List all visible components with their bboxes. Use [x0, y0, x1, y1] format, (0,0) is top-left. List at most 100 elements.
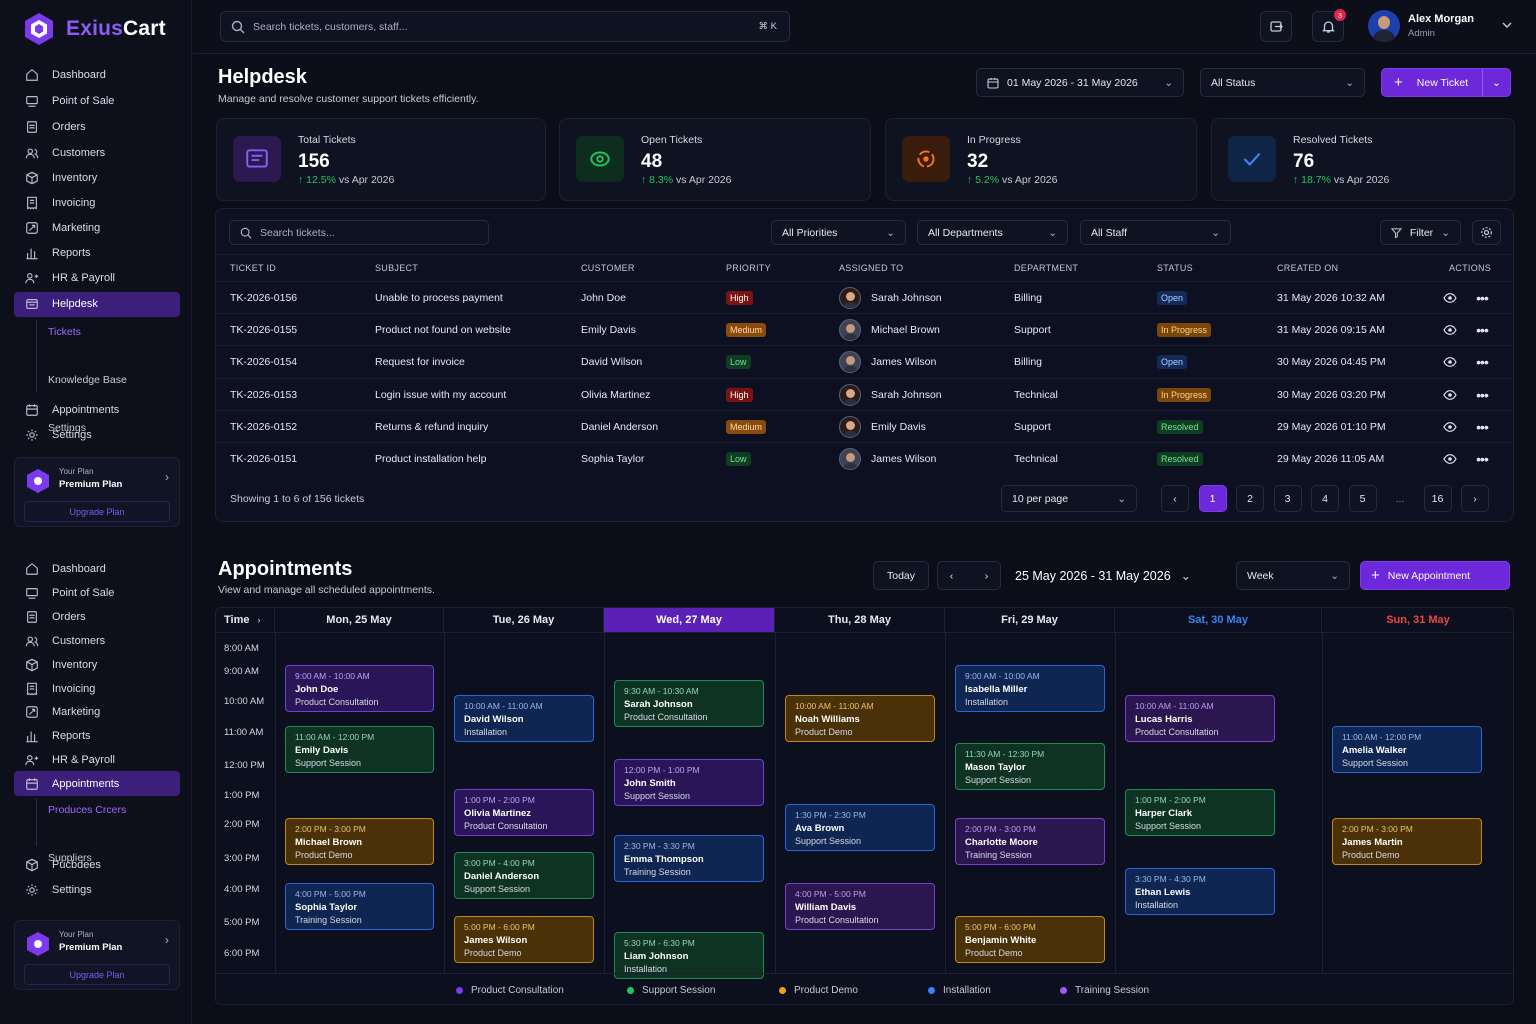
sidebar-item-invoicing[interactable]: Invoicing — [14, 676, 180, 701]
page-button[interactable]: 3 — [1273, 485, 1302, 512]
appointment-event[interactable]: 2:00 PM - 3:00 PM Michael Brown Product … — [285, 818, 434, 865]
sidebar-item-customers[interactable]: Customers — [14, 629, 180, 654]
ticket-id[interactable]: TK-2026-0155 — [230, 324, 298, 337]
chevron-right-icon[interactable]: › — [984, 569, 989, 582]
appointment-event[interactable]: 9:00 AM - 10:00 AM Isabella Miller Insta… — [955, 665, 1105, 712]
filter-button[interactable]: Filter ⌄ — [1380, 220, 1461, 245]
appointment-event[interactable]: 1:00 PM - 2:00 PM Harper Clark Support S… — [1125, 789, 1275, 836]
sidebar-item-inventory[interactable]: Inventory — [14, 653, 180, 678]
appointment-event[interactable]: 3:00 PM - 4:00 PM Daniel Anderson Suppor… — [454, 852, 594, 899]
appointment-event[interactable]: 2:30 PM - 3:30 PM Emma Thompson Training… — [614, 835, 764, 882]
view-eye-icon[interactable] — [1439, 416, 1461, 438]
ticket-search[interactable]: Search tickets... — [229, 220, 489, 245]
sidebar-subitem-produces-crcers[interactable]: Produces Crcers — [14, 798, 180, 822]
day-header-mon-25-may[interactable]: Mon, 25 May — [275, 608, 444, 633]
sidebar-item-settings[interactable]: Settings — [14, 423, 180, 448]
week-range[interactable]: 25 May 2026 - 31 May 2026 ⌄ — [1015, 561, 1191, 590]
search-input[interactable]: Search tickets, customers, staff... — [253, 20, 408, 33]
view-eye-icon[interactable] — [1439, 384, 1461, 406]
column-header-assigned-to[interactable]: ASSIGNED TO — [839, 263, 904, 273]
global-search[interactable]: Search tickets, customers, staff... ⌘ K — [220, 11, 790, 42]
plan-card-top[interactable]: Your Plan Premium Plan › Upgrade Plan — [14, 457, 180, 527]
per-page-select[interactable]: 10 per page ⌄ — [1001, 485, 1137, 512]
sidebar-item-point-of-sale[interactable]: Point of Sale — [14, 581, 180, 606]
table-row[interactable]: TK-2026-0151 Product installation help S… — [216, 442, 1513, 474]
table-row[interactable]: TK-2026-0155 Product not found on websit… — [216, 313, 1513, 345]
column-header-actions[interactable]: ACTIONS — [1449, 263, 1492, 273]
sidebar-item-marketing[interactable]: Marketing — [14, 216, 180, 241]
sidebar-subitem-tickets[interactable]: Tickets — [14, 320, 180, 344]
user-info[interactable]: Alex Morgan Admin — [1408, 13, 1474, 39]
appointment-event[interactable]: 1:00 PM - 2:00 PM Olivia Martinez Produc… — [454, 789, 594, 836]
column-header-created-on[interactable]: CREATED ON — [1277, 263, 1339, 273]
sidebar-item-appointments[interactable]: Appointments — [14, 398, 180, 423]
chevron-right-icon[interactable]: › — [165, 470, 169, 484]
more-actions-icon[interactable]: ••• — [1476, 354, 1489, 371]
chevron-right-icon[interactable]: › — [165, 933, 169, 947]
sidebar-item-marketing[interactable]: Marketing — [14, 700, 180, 725]
upgrade-plan-button[interactable]: Upgrade Plan — [24, 501, 170, 522]
sidebar-item-reports[interactable]: Reports — [14, 723, 180, 748]
day-header-fri-29-may[interactable]: Fri, 29 May — [945, 608, 1115, 633]
new-ticket-dropdown[interactable]: ⌄ — [1482, 69, 1510, 96]
sidebar-item-hr-and-payroll[interactable]: HR & Payroll — [14, 266, 180, 291]
appointment-event[interactable]: 4:00 PM - 5:00 PM William Davis Product … — [785, 883, 935, 930]
sidebar-item-invoicing[interactable]: Invoicing — [14, 191, 180, 216]
appointment-event[interactable]: 10:00 AM - 11:00 AM David Wilson Install… — [454, 695, 594, 742]
sidebar-item-dashboard[interactable]: Dashboard — [14, 62, 180, 87]
prev-page-button[interactable]: ‹ — [1161, 485, 1189, 512]
sidebar-item-reports[interactable]: Reports — [14, 241, 180, 266]
sidebar-subitem-settings[interactable]: Settings — [14, 416, 180, 440]
column-header-status[interactable]: STATUS — [1157, 263, 1193, 273]
sidebar-item-orders[interactable]: Orders — [14, 114, 180, 139]
ticket-id[interactable]: TK-2026-0151 — [230, 453, 298, 465]
more-actions-icon[interactable]: ••• — [1476, 322, 1489, 339]
more-actions-icon[interactable]: ••• — [1476, 418, 1489, 435]
table-row[interactable]: TK-2026-0156 Unable to process payment J… — [216, 281, 1513, 313]
plan-card-bottom[interactable]: Your Plan Premium Plan › Upgrade Plan — [14, 920, 180, 990]
chevron-left-icon[interactable]: ‹ — [949, 569, 954, 582]
more-actions-icon[interactable]: ••• — [1476, 290, 1489, 306]
page-button[interactable]: 16 — [1423, 485, 1452, 512]
day-header-sun-31-may[interactable]: Sun, 31 May — [1322, 608, 1513, 633]
day-header-thu-28-may[interactable]: Thu, 28 May — [775, 608, 945, 633]
view-eye-icon[interactable] — [1439, 287, 1461, 309]
sidebar-item-settings[interactable]: Settings — [14, 877, 180, 902]
exit-button[interactable] — [1260, 11, 1292, 42]
more-actions-icon[interactable]: ••• — [1476, 386, 1489, 403]
appointment-event[interactable]: 10:00 AM - 11:00 AM Noah Williams Produc… — [785, 695, 935, 742]
chevron-right-icon[interactable]: › — [257, 615, 261, 625]
sidebar-item-appointments[interactable]: Appointments — [14, 771, 180, 796]
appointment-event[interactable]: 11:30 AM - 12:30 PM Mason Taylor Support… — [955, 742, 1105, 790]
stat-card-in-progress[interactable]: In Progress 32 ↑ 5.2% vs Apr 2026 — [885, 118, 1197, 201]
appointment-event[interactable]: 10:00 AM - 11:00 AM Lucas Harris Product… — [1125, 695, 1275, 742]
ticket-id[interactable]: TK-2026-0152 — [230, 420, 298, 433]
ticket-id[interactable]: TK-2026-0153 — [230, 388, 298, 401]
new-ticket-button[interactable]: + New Ticket ⌄ — [1381, 68, 1511, 97]
appointment-event[interactable]: 12:00 PM - 1:00 PM John Smith Support Se… — [614, 759, 764, 806]
sidebar-subitem-suppliers[interactable]: Suppliers — [14, 846, 180, 870]
ticket-id[interactable]: TK-2026-0154 — [230, 356, 298, 369]
column-header-department[interactable]: DEPARTMENT — [1014, 263, 1079, 273]
appointment-event[interactable]: 2:00 PM - 3:00 PM James Martin Product D… — [1332, 818, 1482, 865]
appointment-event[interactable]: 9:30 AM - 10:30 AM Sarah Johnson Product… — [614, 680, 764, 727]
appointment-event[interactable]: 2:00 PM - 3:00 PM Charlotte Moore Traini… — [955, 818, 1105, 865]
appointment-event[interactable]: 9:00 AM - 10:00 AM John Doe Product Cons… — [285, 665, 434, 712]
day-header-sat-30-may[interactable]: Sat, 30 May — [1115, 608, 1322, 633]
sidebar-item-orders[interactable]: Orders — [14, 605, 180, 630]
appointment-event[interactable]: 4:00 PM - 5:00 PM Sophia Taylor Training… — [285, 883, 434, 930]
page-button[interactable]: 4 — [1311, 485, 1339, 512]
brand[interactable]: ExiusCart — [22, 12, 166, 46]
page-button[interactable]: 1 — [1198, 485, 1227, 512]
status-filter[interactable]: All Status ⌄ — [1200, 68, 1365, 97]
stat-card-open-tickets[interactable]: Open Tickets 48 ↑ 8.3% vs Apr 2026 — [559, 118, 871, 201]
user-avatar[interactable] — [1368, 10, 1400, 42]
column-header-subject[interactable]: SUBJECT — [375, 263, 419, 273]
appointment-event[interactable]: 5:00 PM - 6:00 PM James Wilson Product D… — [454, 916, 594, 963]
sidebar-item-pucbdees[interactable]: Pucbdees — [14, 852, 180, 877]
stat-card-total-tickets[interactable]: Total Tickets 156 ↑ 12.5% vs Apr 2026 — [216, 118, 546, 201]
stat-card-resolved-tickets[interactable]: Resolved Tickets 76 ↑ 18.7% vs Apr 2026 — [1211, 118, 1515, 201]
next-page-button[interactable]: › — [1461, 485, 1489, 512]
table-row[interactable]: TK-2026-0154 Request for invoice David W… — [216, 345, 1513, 377]
more-actions-icon[interactable]: ••• — [1476, 451, 1489, 467]
